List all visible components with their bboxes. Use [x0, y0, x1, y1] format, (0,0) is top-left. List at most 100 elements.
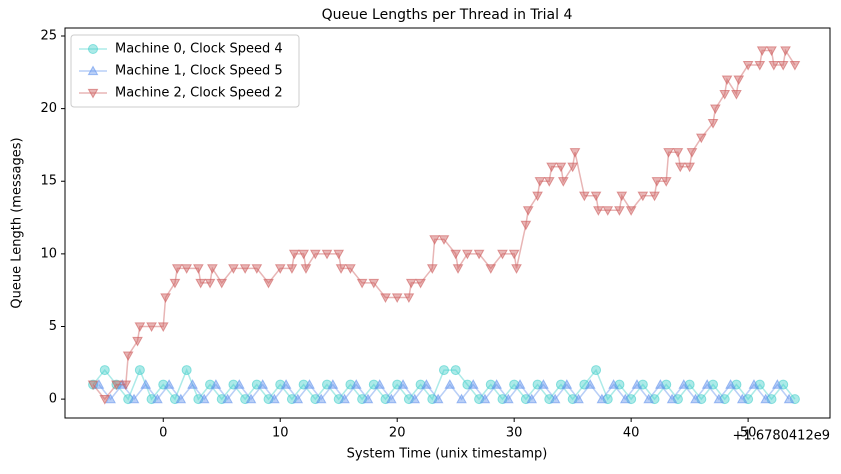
marker: [514, 379, 526, 389]
marker: [187, 379, 198, 389]
marker: [120, 380, 132, 391]
marker: [608, 379, 619, 389]
marker: [736, 393, 748, 404]
x-tick-label: 20: [389, 426, 406, 441]
marker: [754, 60, 766, 71]
marker: [362, 393, 374, 404]
marker: [783, 393, 795, 404]
marker: [789, 60, 801, 71]
marker: [128, 393, 140, 404]
legend-label: Machine 0, Clock Speed 4: [115, 42, 283, 57]
marker: [245, 393, 257, 404]
marker: [132, 336, 143, 347]
y-axis-label: Queue Length (messages): [10, 137, 25, 308]
marker: [140, 379, 152, 389]
y-tick-label: 5: [49, 319, 57, 334]
marker: [438, 365, 449, 376]
marker: [555, 162, 567, 173]
marker: [579, 191, 590, 202]
marker: [695, 133, 707, 144]
x-axis-label: System Time (unix timestamp): [347, 447, 548, 462]
marker: [239, 264, 251, 274]
marker: [625, 206, 637, 216]
marker: [450, 365, 461, 376]
series: [93, 379, 795, 404]
marker: [263, 278, 274, 289]
marker: [766, 46, 777, 57]
legend-marker: [87, 88, 99, 99]
marker: [157, 322, 169, 333]
legend-marker: [87, 65, 99, 76]
marker: [660, 177, 672, 187]
legend-label: Machine 2, Clock Speed 2: [115, 86, 283, 101]
marker: [674, 162, 686, 173]
marker: [742, 60, 754, 71]
marker: [557, 177, 569, 187]
marker: [222, 393, 233, 404]
marker: [298, 249, 309, 260]
chart-title: Queue Lengths per Thread in Trial 4: [322, 7, 573, 23]
marker: [538, 379, 549, 389]
marker: [374, 379, 386, 389]
marker: [415, 278, 426, 289]
marker: [725, 379, 736, 389]
marker: [619, 393, 631, 404]
marker: [99, 395, 111, 405]
marker: [280, 379, 292, 389]
marker: [409, 393, 421, 404]
marker: [686, 148, 698, 158]
marker: [491, 379, 502, 389]
marker: [99, 365, 110, 376]
marker: [368, 278, 380, 289]
marker: [405, 278, 417, 289]
marker: [511, 264, 522, 274]
marker: [534, 177, 546, 187]
marker: [672, 148, 684, 158]
marker: [663, 148, 674, 158]
marker: [733, 75, 745, 86]
marker: [502, 393, 514, 404]
marker: [160, 293, 171, 303]
marker: [269, 393, 280, 404]
y-tick-label: 10: [40, 246, 57, 261]
y-tick-label: 0: [49, 392, 57, 407]
marker: [274, 264, 286, 274]
marker: [309, 249, 321, 260]
x-tick-label: 30: [506, 426, 523, 441]
marker: [122, 351, 134, 362]
marker: [549, 393, 561, 404]
marker: [780, 46, 791, 57]
x-tick-label: 50: [740, 426, 757, 441]
marker: [391, 293, 403, 303]
axes-frame: [64, 27, 831, 419]
marker: [216, 278, 228, 289]
marker: [286, 264, 298, 274]
y-tick-label: 20: [40, 101, 57, 116]
marker: [768, 60, 780, 71]
marker: [777, 60, 789, 71]
marker: [288, 249, 300, 260]
marker: [713, 393, 725, 404]
marker: [546, 162, 557, 173]
marker: [350, 379, 362, 389]
marker: [356, 278, 368, 289]
marker: [772, 379, 783, 389]
legend-label: Machine 1, Clock Speed 5: [115, 64, 283, 79]
marker: [152, 393, 163, 404]
marker: [134, 322, 146, 333]
marker: [146, 322, 157, 333]
marker: [532, 191, 543, 202]
series-line: [92, 48, 796, 401]
marker: [719, 89, 731, 100]
marker: [163, 379, 175, 389]
marker: [522, 206, 534, 216]
marker: [233, 379, 245, 389]
marker: [591, 365, 602, 376]
marker: [195, 278, 207, 289]
marker: [438, 235, 450, 245]
marker: [315, 393, 327, 404]
marker: [584, 379, 596, 389]
marker: [397, 379, 409, 389]
x-tick-label: 0: [159, 426, 167, 441]
